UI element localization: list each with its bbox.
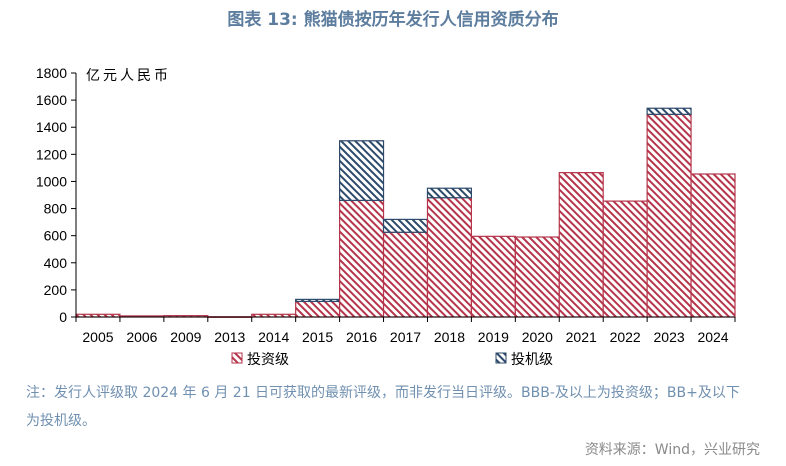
y-tick-labels: 0 200 400 600 800 1000 1200 1400 1600 1800 [36,65,67,325]
bar-speculative-2015 [295,298,341,303]
bar-speculative-2016 [339,140,385,202]
x-tick-label: 2014 [258,329,289,345]
bar-speculative-2017 [382,218,429,233]
bar-investment-2016 [339,199,385,318]
bar-investment-2024 [690,173,736,318]
y-tick-label: 600 [44,228,68,244]
x-tick-label: 2018 [434,329,465,345]
bar-investment-2015 [295,300,341,318]
x-tick-label: 2021 [566,329,597,345]
bar-investment-2020 [514,236,560,318]
x-tick-label: 2005 [82,329,113,345]
x-tick-label: 2006 [126,329,157,345]
bar-investment-2023 [646,113,692,318]
footnote-line-1: 注：发行人评级取 2024 年 6 月 21 日可获取的最新评级，而非发行当日评… [26,385,740,401]
y-axis-unit-label: 亿元人民币 [86,68,171,84]
bar-investment-2018 [426,197,473,318]
x-tick-label: 2019 [478,329,509,345]
x-tick-label: 2017 [390,329,421,345]
x-tick-label: 2020 [522,329,553,345]
y-tick-label: 1800 [36,65,67,81]
x-tick-label: 2023 [654,329,685,345]
y-tick-label: 800 [44,201,68,217]
x-tick-label: 2024 [697,329,728,345]
legend-item-speculative-grade: 投机级 [495,352,553,368]
y-tick-label: 1600 [36,92,67,108]
legend: 投资级 投机级 [231,352,553,368]
y-tick-label: 400 [44,255,68,271]
x-tick-label: 2013 [214,329,245,345]
legend-item-investment-grade: 投资级 [231,352,289,368]
y-tick-label: 200 [44,282,68,298]
legend-label-speculative-grade: 投机级 [511,352,553,368]
legend-label-investment-grade: 投资级 [247,352,289,368]
footnote-line-2: 为投机级。 [26,413,96,429]
x-tick-label: 2009 [170,329,201,345]
bar-investment-2017 [382,231,429,318]
chart-title: 图表 13: 熊猫债按历年发行人信用资质分布 [227,10,559,30]
bar-investment-2022 [602,200,648,318]
axes-group [71,72,736,322]
bar-speculative-2018 [426,187,473,199]
bar-speculative-2023 [646,107,692,115]
legend-swatch-speculative-grade [495,352,507,364]
y-tick-label: 1400 [36,119,67,135]
x-tick-label: 2022 [610,329,641,345]
x-tick-labels: 2005 2006 2009 2013 2014 2015 2016 2017 2018 2019… [82,329,728,345]
bar-investment-2019 [470,235,516,318]
source-note: 资料来源：Wind，兴业研究 [584,442,760,458]
x-tick-label: 2015 [302,329,333,345]
x-tick-label: 2016 [346,329,377,345]
bars-group [75,107,736,318]
legend-swatch-investment-grade [231,352,243,364]
y-tick-label: 1000 [36,173,67,189]
y-tick-label: 1200 [36,146,67,162]
bar-investment-2021 [558,172,604,318]
y-tick-label: 0 [59,309,67,325]
